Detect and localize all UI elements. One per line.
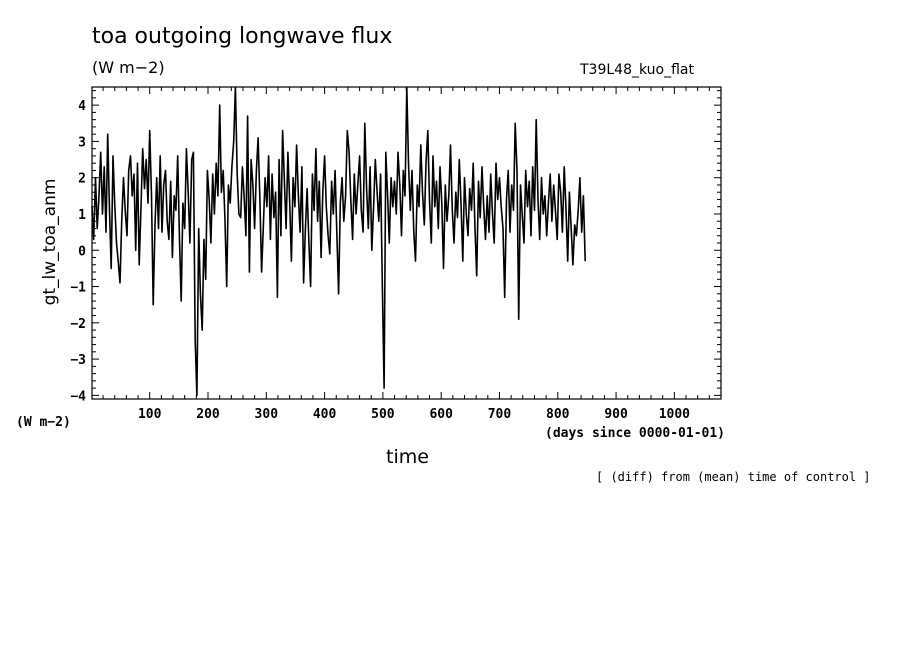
y-tick-label: 4 [78,99,86,114]
run-label: T39L48_kuo_flat [580,62,694,78]
y-tick-label: 2 [78,172,86,187]
x-tick-label: 200 [196,407,220,422]
y-tick-label: −1 [70,281,86,296]
unit-label-top: (W m−2) [92,58,165,77]
x-tick-label: 100 [138,407,162,422]
y-tick-label: 1 [78,208,86,223]
unit-label-bottom: (W m−2) [16,415,71,430]
x-tick-label: 500 [371,407,395,422]
chart-title: toa outgoing longwave flux [92,24,393,49]
y-tick-label: 0 [78,244,86,259]
x-tick-label: 800 [546,407,570,422]
series-line-0 [91,86,586,397]
x-tick-label: 300 [255,407,279,422]
plot-layer: 100 200 300 400 500 600 700 800 900 1000 −4 −3 −2 −1 0… [70,86,722,422]
x-tick-label: 1000 [659,407,690,422]
comparison-note: [ (diff) from (mean) time of control ] [596,470,871,484]
x-axis-unit: (days since 0000-01-01) [545,426,726,441]
x-axis-label: time [386,446,429,468]
x-tick-label: 700 [488,407,512,422]
y-tick-label: −4 [70,389,86,404]
y-tick-label: −3 [70,353,86,368]
x-tick-label: 900 [604,407,628,422]
x-tick-label: 600 [429,407,453,422]
x-tick-label: 400 [313,407,337,422]
y-tick-label: 3 [78,135,86,150]
y-tick-label: −2 [70,317,86,332]
